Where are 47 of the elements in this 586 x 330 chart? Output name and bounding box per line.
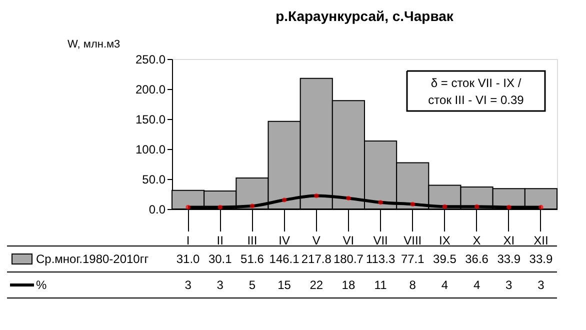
x-tick-label: V	[312, 234, 320, 248]
data-label: 77.1	[400, 252, 425, 266]
data-label: 31.0	[176, 252, 200, 266]
y-axis-title: W, млн.м3	[68, 38, 120, 50]
data-label: 36.6	[465, 252, 489, 266]
chart-title: р.Караункурсай, с.Чарвак	[276, 8, 454, 24]
data-label: 146.1	[269, 252, 300, 266]
legend-label: Ср.мног.1980-2010гг	[36, 252, 150, 266]
data-label: 4	[473, 278, 480, 292]
data-label: 3	[184, 278, 192, 292]
x-tick-label: VIII	[404, 234, 422, 248]
x-tick-label: II	[216, 234, 224, 248]
y-tick-label: 50.0	[142, 172, 166, 186]
y-tick-label: 100.0	[135, 142, 166, 156]
y-tick-label: 0.0	[148, 202, 166, 216]
data-label: 3	[506, 278, 513, 292]
data-label: 33.9	[529, 252, 553, 266]
data-label: 15	[278, 278, 292, 292]
data-label: 3	[538, 278, 545, 292]
annotation: δ = сток VII - IX / сток III - VI = 0.39	[428, 76, 524, 107]
data-label: 39.5	[433, 252, 457, 266]
data-label: 5	[248, 278, 256, 292]
y-tick-label: 150.0	[135, 112, 166, 126]
data-label: 11	[374, 278, 388, 292]
data-label: 113.3	[366, 252, 396, 266]
x-tick-label: VI	[342, 234, 354, 248]
data-label: 8	[409, 278, 416, 292]
data-label: 4	[441, 278, 448, 292]
y-tick-label: 250.0	[135, 52, 166, 66]
data-label: 180.7	[333, 252, 364, 266]
x-tick-label: XI	[503, 234, 515, 248]
data-label: 51.6	[240, 252, 264, 266]
x-tick-label: IV	[278, 234, 290, 248]
data-label: 18	[342, 278, 356, 292]
x-tick-label: I	[186, 234, 190, 248]
data-label: 30.1	[208, 252, 232, 266]
x-tick-label: III	[247, 234, 258, 248]
legend-label: %	[36, 278, 47, 292]
data-label: 3	[216, 278, 224, 292]
x-tick-label: XII	[534, 234, 548, 248]
data-label: 33.9	[497, 252, 521, 266]
data-label: 217.8	[301, 252, 332, 266]
data-label: 22	[310, 278, 324, 292]
x-tick-label: X	[472, 234, 481, 248]
x-tick-label: VII	[373, 234, 388, 248]
x-tick-label: IX	[439, 234, 450, 248]
y-tick-label: 200.0	[135, 82, 166, 96]
